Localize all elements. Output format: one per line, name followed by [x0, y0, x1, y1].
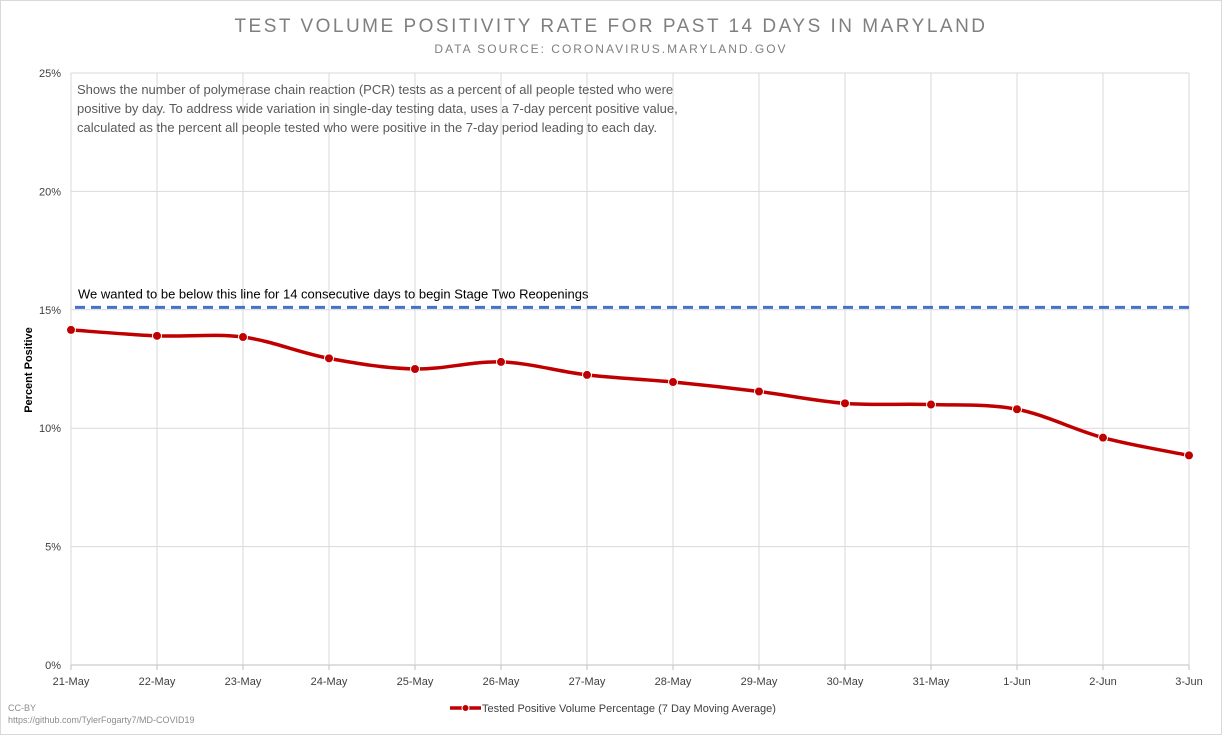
x-axis-ticks: 21-May 22-May 23-May 24-May 25-May 26-May 27-M… [53, 676, 1203, 688]
y-tick-label: 15% [39, 305, 61, 317]
data-point [840, 398, 850, 409]
y-axis-ticks: 0% 5% 10% 15% 20% 25% [39, 68, 61, 672]
series-line [70, 328, 1190, 458]
data-point [238, 332, 248, 343]
grid-layer [70, 72, 1190, 670]
data-point [66, 324, 76, 335]
data-point [324, 353, 334, 364]
y-tick-label: 0% [45, 660, 61, 672]
legend: Tested Positive Volume Percentage (7 Day… [450, 703, 776, 715]
x-tick-label: 27-May [569, 676, 606, 688]
data-point [1012, 404, 1022, 415]
x-tick-label: 2-Jun [1089, 676, 1117, 688]
y-tick-label: 5% [45, 542, 61, 554]
data-point [152, 330, 162, 341]
x-tick-label: 24-May [311, 676, 348, 688]
data-point [926, 399, 936, 410]
reference-layer: We wanted to be below this line for 14 c… [75, 286, 1189, 309]
y-axis-label: Percent Positive [23, 327, 35, 413]
legend-marker-swatch [461, 704, 470, 712]
series-layer [66, 324, 1194, 461]
description-annotation: Shows the number of polymerase chain rea… [77, 82, 678, 135]
data-point [496, 356, 506, 367]
x-tick-label: 21-May [53, 676, 90, 688]
source-link[interactable]: https://github.com/TylerFogarty7/MD-COVI… [8, 715, 195, 725]
y-tick-label: 25% [39, 68, 61, 80]
x-tick-label: 1-Jun [1003, 676, 1031, 688]
data-point [410, 364, 420, 374]
threshold-label: We wanted to be below this line for 14 c… [78, 286, 589, 301]
x-tick-label: 30-May [827, 676, 864, 688]
license-text: CC-BY [8, 703, 37, 713]
chart-title: TEST VOLUME POSITIVITY RATE FOR PAST 14 … [234, 16, 988, 37]
data-point [1184, 450, 1194, 461]
data-point [668, 377, 678, 388]
x-tick-label: 22-May [139, 676, 176, 688]
x-tick-label: 25-May [397, 676, 434, 688]
x-tick-label: 29-May [741, 676, 778, 688]
x-tick-label: 31-May [913, 676, 950, 688]
x-tick-label: 23-May [225, 676, 262, 688]
legend-label: Tested Positive Volume Percentage (7 Day… [482, 703, 776, 715]
x-tick-label: 28-May [655, 676, 692, 688]
annotation-layer: Shows the number of polymerase chain rea… [77, 82, 678, 135]
data-point [1098, 432, 1108, 443]
chart-subtitle: DATA SOURCE: CORONAVIRUS.MARYLAND.GOV [434, 42, 788, 56]
data-point [754, 386, 764, 397]
y-tick-label: 10% [39, 423, 61, 435]
y-tick-label: 20% [39, 186, 61, 198]
x-tick-label: 26-May [483, 676, 520, 688]
data-point [582, 369, 592, 380]
x-tick-label: 3-Jun [1175, 676, 1203, 688]
